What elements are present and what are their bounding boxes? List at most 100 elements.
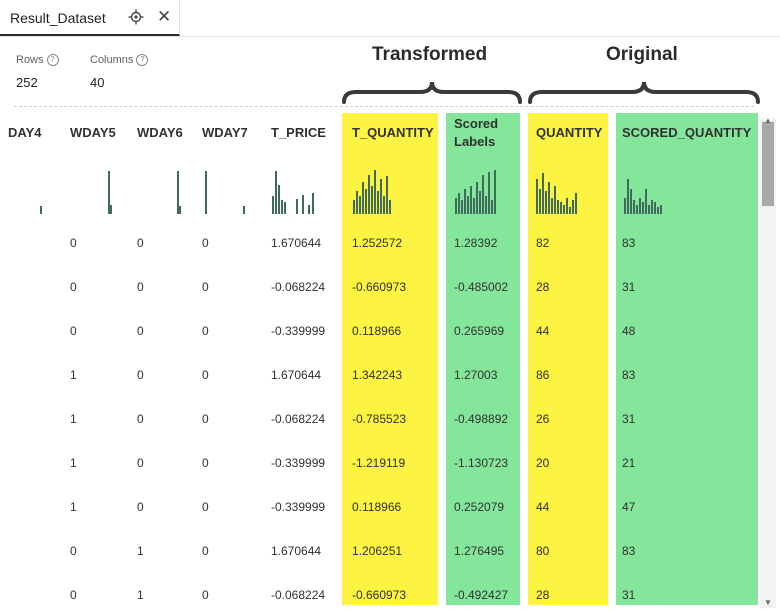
histogram-preview[interactable] xyxy=(272,166,316,214)
column-header[interactable]: T_PRICE xyxy=(271,125,326,140)
table-cell: -0.660973 xyxy=(352,588,407,602)
table-cell: 28 xyxy=(536,588,550,602)
table-cell: -0.498892 xyxy=(454,412,509,426)
table-cell: 86 xyxy=(536,368,550,382)
histogram-bar xyxy=(639,198,641,214)
table-cell: 0 xyxy=(202,412,209,426)
table-cell: 0 xyxy=(202,500,209,514)
histogram-bar xyxy=(359,196,361,214)
table-cell: -0.339999 xyxy=(271,324,326,338)
table-cell: 31 xyxy=(622,412,636,426)
histogram-bar xyxy=(560,202,562,214)
histogram-preview[interactable] xyxy=(40,166,84,214)
table-cell: -0.485002 xyxy=(454,280,509,294)
scored-quantity-highlight xyxy=(616,113,758,605)
histogram-bar xyxy=(630,189,632,214)
column-header[interactable]: SCORED_QUANTITY xyxy=(622,125,752,140)
table-cell: 1.27003 xyxy=(454,368,498,382)
table-cell: 0 xyxy=(202,544,209,558)
table-cell: 0 xyxy=(137,500,144,514)
column-header[interactable]: QUANTITY xyxy=(536,125,603,140)
table-cell: 0 xyxy=(202,588,209,602)
histogram-bar xyxy=(545,191,547,214)
table-cell: 44 xyxy=(536,324,550,338)
histogram-preview[interactable] xyxy=(624,166,668,214)
column-header[interactable]: WDAY7 xyxy=(202,125,248,140)
histogram-preview[interactable] xyxy=(175,166,219,214)
table-cell: 1.670644 xyxy=(271,544,322,558)
histogram-bar xyxy=(488,172,490,214)
table-cell: 0 xyxy=(137,412,144,426)
histogram-bar xyxy=(308,205,310,214)
pin-icon[interactable] xyxy=(128,9,144,25)
histogram-bar xyxy=(572,200,574,214)
table-cell: 0 xyxy=(70,324,77,338)
histogram-bar xyxy=(554,186,556,214)
table-cell: 48 xyxy=(622,324,636,338)
histogram-preview[interactable] xyxy=(108,166,152,214)
histogram-bar xyxy=(624,198,626,214)
table-cell: 1.28392 xyxy=(454,236,498,250)
table-cell: 26 xyxy=(536,412,550,426)
column-header[interactable]: T_QUANTITY xyxy=(352,125,434,140)
table-cell: 0 xyxy=(70,280,77,294)
separator xyxy=(14,106,754,107)
scroll-down-icon[interactable]: ▼ xyxy=(764,598,772,607)
table-cell: 44 xyxy=(536,500,550,514)
scroll-up-icon[interactable]: ▲ xyxy=(764,116,772,125)
column-header[interactable]: DAY4 xyxy=(8,125,42,140)
histogram-preview[interactable] xyxy=(353,166,397,214)
original-annotation: Original xyxy=(606,44,678,65)
histogram-bar xyxy=(108,171,110,214)
histogram-bar xyxy=(356,191,358,214)
table-cell: 47 xyxy=(622,500,636,514)
histogram-bar xyxy=(278,185,280,214)
table-cell: 1.206251 xyxy=(352,544,403,558)
histogram-bar xyxy=(296,199,298,214)
histogram-bar xyxy=(374,170,376,214)
histogram-bar xyxy=(243,206,245,214)
histogram-bar xyxy=(383,196,385,214)
histogram-bar xyxy=(365,189,367,214)
table-cell: -0.785523 xyxy=(352,412,407,426)
histogram-bar xyxy=(539,189,541,214)
scrollbar-thumb[interactable] xyxy=(762,122,774,206)
histogram-bar xyxy=(312,193,314,214)
table-cell: 1.252572 xyxy=(352,236,403,250)
histogram-bar xyxy=(557,200,559,214)
help-icon[interactable]: ? xyxy=(46,54,59,66)
histogram-preview[interactable] xyxy=(205,166,249,214)
table-cell: -0.339999 xyxy=(271,500,326,514)
vertical-scrollbar[interactable] xyxy=(760,118,776,608)
transformed-annotation: Transformed xyxy=(372,44,488,65)
table-cell: 82 xyxy=(536,236,550,250)
histogram-bar xyxy=(389,200,391,214)
columns-value: 40 xyxy=(90,75,105,90)
table-cell: 0 xyxy=(70,236,77,250)
column-header[interactable]: WDAY6 xyxy=(137,125,183,140)
table-cell: -0.068224 xyxy=(271,588,326,602)
table-cell: 0.118966 xyxy=(352,500,402,514)
histogram-bar xyxy=(551,198,553,214)
column-header[interactable]: Scored Labels xyxy=(454,116,499,149)
histogram-bar xyxy=(386,176,388,214)
histogram-preview[interactable] xyxy=(455,166,499,214)
histogram-preview[interactable] xyxy=(536,166,580,214)
histogram-bar xyxy=(491,200,493,214)
tab-result-dataset[interactable]: Result_Dataset ✕ xyxy=(0,0,180,36)
histogram-bar xyxy=(654,202,656,214)
histogram-bar xyxy=(651,200,653,214)
quantity-highlight xyxy=(528,113,608,605)
histogram-bar xyxy=(275,171,277,214)
table-cell: 1 xyxy=(70,500,77,514)
histogram-bar xyxy=(302,195,304,214)
table-cell: 0 xyxy=(202,236,209,250)
histogram-bar xyxy=(464,189,466,214)
help-icon[interactable]: ? xyxy=(136,54,149,66)
histogram-bar xyxy=(272,196,274,214)
histogram-bar xyxy=(470,186,472,214)
rows-value: 252 xyxy=(16,75,38,90)
column-header[interactable]: WDAY5 xyxy=(70,125,116,140)
close-icon[interactable]: ✕ xyxy=(157,7,172,26)
columns-label: Columns? xyxy=(90,54,149,66)
